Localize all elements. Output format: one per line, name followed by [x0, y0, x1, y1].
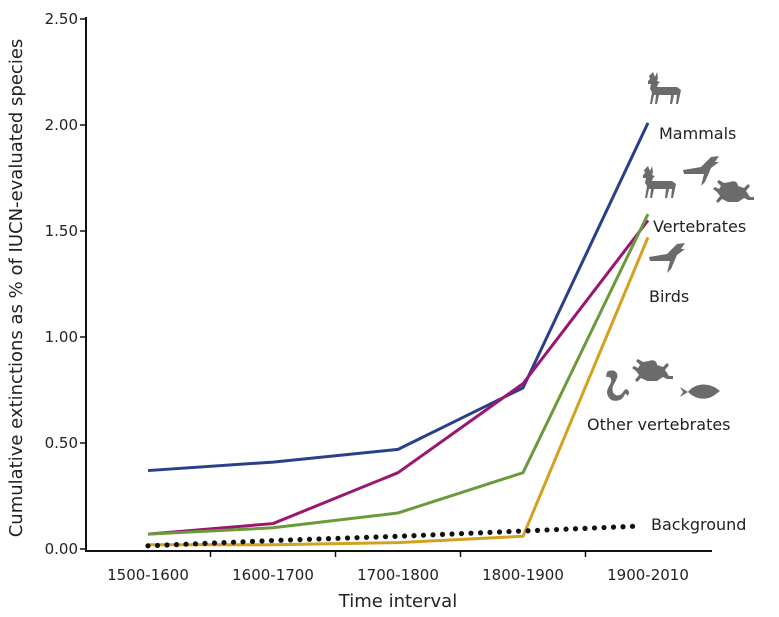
- x-tick-label: 1800-1900: [482, 566, 564, 584]
- deer-icon: [648, 72, 681, 104]
- y-tick-label: 2.50: [45, 10, 78, 28]
- background-dot: [287, 537, 294, 543]
- background-dot: [430, 532, 436, 538]
- background-dot: [496, 529, 503, 535]
- bird-icon: [649, 243, 685, 273]
- background-dot: [154, 542, 161, 549]
- series-label-background: Background: [651, 515, 746, 534]
- background-dot: [249, 538, 256, 544]
- series-line-birds: [147, 213, 650, 536]
- axes: [85, 17, 712, 552]
- y-tick-label: 2.00: [45, 116, 78, 134]
- y-tick-label: 0.50: [45, 434, 78, 452]
- background-dot: [382, 534, 389, 540]
- background-dot: [145, 543, 151, 549]
- x-tick-label: 1700-1800: [357, 566, 439, 584]
- background-dot: [230, 539, 237, 545]
- series-label-vertebrates: Vertebrates: [653, 217, 746, 236]
- y-tick-label: 0.00: [45, 540, 78, 558]
- background-dot: [601, 524, 607, 531]
- background-dot: [211, 540, 218, 546]
- background-dot: [411, 533, 417, 539]
- series-line-other-vertebrates: [148, 236, 650, 547]
- background-dot: [477, 530, 484, 536]
- series-line-mammals: [147, 122, 650, 473]
- background-dot: [572, 526, 579, 532]
- background-dot: [420, 532, 427, 538]
- x-axis-label: Time interval: [338, 591, 457, 612]
- background-dot: [306, 536, 313, 542]
- background-dot: [620, 524, 626, 530]
- y-tick-label: 1.50: [45, 222, 78, 240]
- background-dot: [563, 526, 569, 532]
- background-dot: [173, 542, 180, 548]
- bird-icon: [683, 156, 719, 186]
- background-dot: [192, 541, 199, 547]
- background-dot: [544, 527, 550, 533]
- background-dot: [392, 533, 398, 539]
- y-tick-label: 1.00: [45, 328, 78, 346]
- background-dot: [335, 535, 341, 541]
- x-tick-label: 1500-1600: [107, 566, 189, 584]
- background-dot: [534, 527, 541, 533]
- background-dot: [297, 537, 303, 543]
- series-line-vertebrates: [147, 219, 650, 536]
- background-dot: [316, 536, 322, 542]
- background-dot: [506, 528, 512, 535]
- background-dot: [325, 536, 332, 542]
- background-dot: [363, 534, 370, 540]
- background-dot: [221, 539, 227, 546]
- fish-icon: [680, 384, 720, 399]
- background-dot: [268, 537, 275, 544]
- background-dot: [449, 531, 455, 537]
- series-label-other-vertebrates: Other vertebrates: [587, 415, 731, 434]
- background-dot: [487, 529, 493, 535]
- series-label-mammals: Mammals: [659, 124, 736, 143]
- background-dot: [164, 542, 170, 548]
- background-dot: [525, 528, 531, 534]
- background-dot: [629, 523, 636, 529]
- frog-icon: [713, 180, 754, 203]
- background-dot: [240, 539, 246, 545]
- background-dot: [278, 537, 284, 543]
- background-dot: [259, 538, 265, 544]
- background-dot: [439, 531, 446, 537]
- background-dot: [354, 535, 360, 541]
- deer-icon: [643, 166, 676, 198]
- background-dot: [458, 530, 465, 537]
- background-dot: [610, 524, 617, 530]
- background-dot: [591, 525, 598, 531]
- background-dot: [183, 541, 189, 547]
- snake-icon: [606, 370, 629, 401]
- background-dot: [468, 530, 474, 536]
- series-label-birds: Birds: [649, 287, 689, 306]
- x-tick-label: 1600-1700: [232, 566, 314, 584]
- background-dot: [344, 535, 351, 541]
- background-dot: [373, 534, 379, 540]
- y-axis-label: Cumulative extinctions as % of IUCN-eval…: [6, 39, 27, 538]
- background-dot: [582, 525, 588, 531]
- x-tick-label: 1900-2010: [607, 566, 689, 584]
- frog-icon: [632, 359, 673, 382]
- background-dot: [401, 533, 408, 539]
- background-dot: [202, 540, 208, 547]
- background-dot: [553, 526, 560, 533]
- background-dot: [515, 528, 522, 534]
